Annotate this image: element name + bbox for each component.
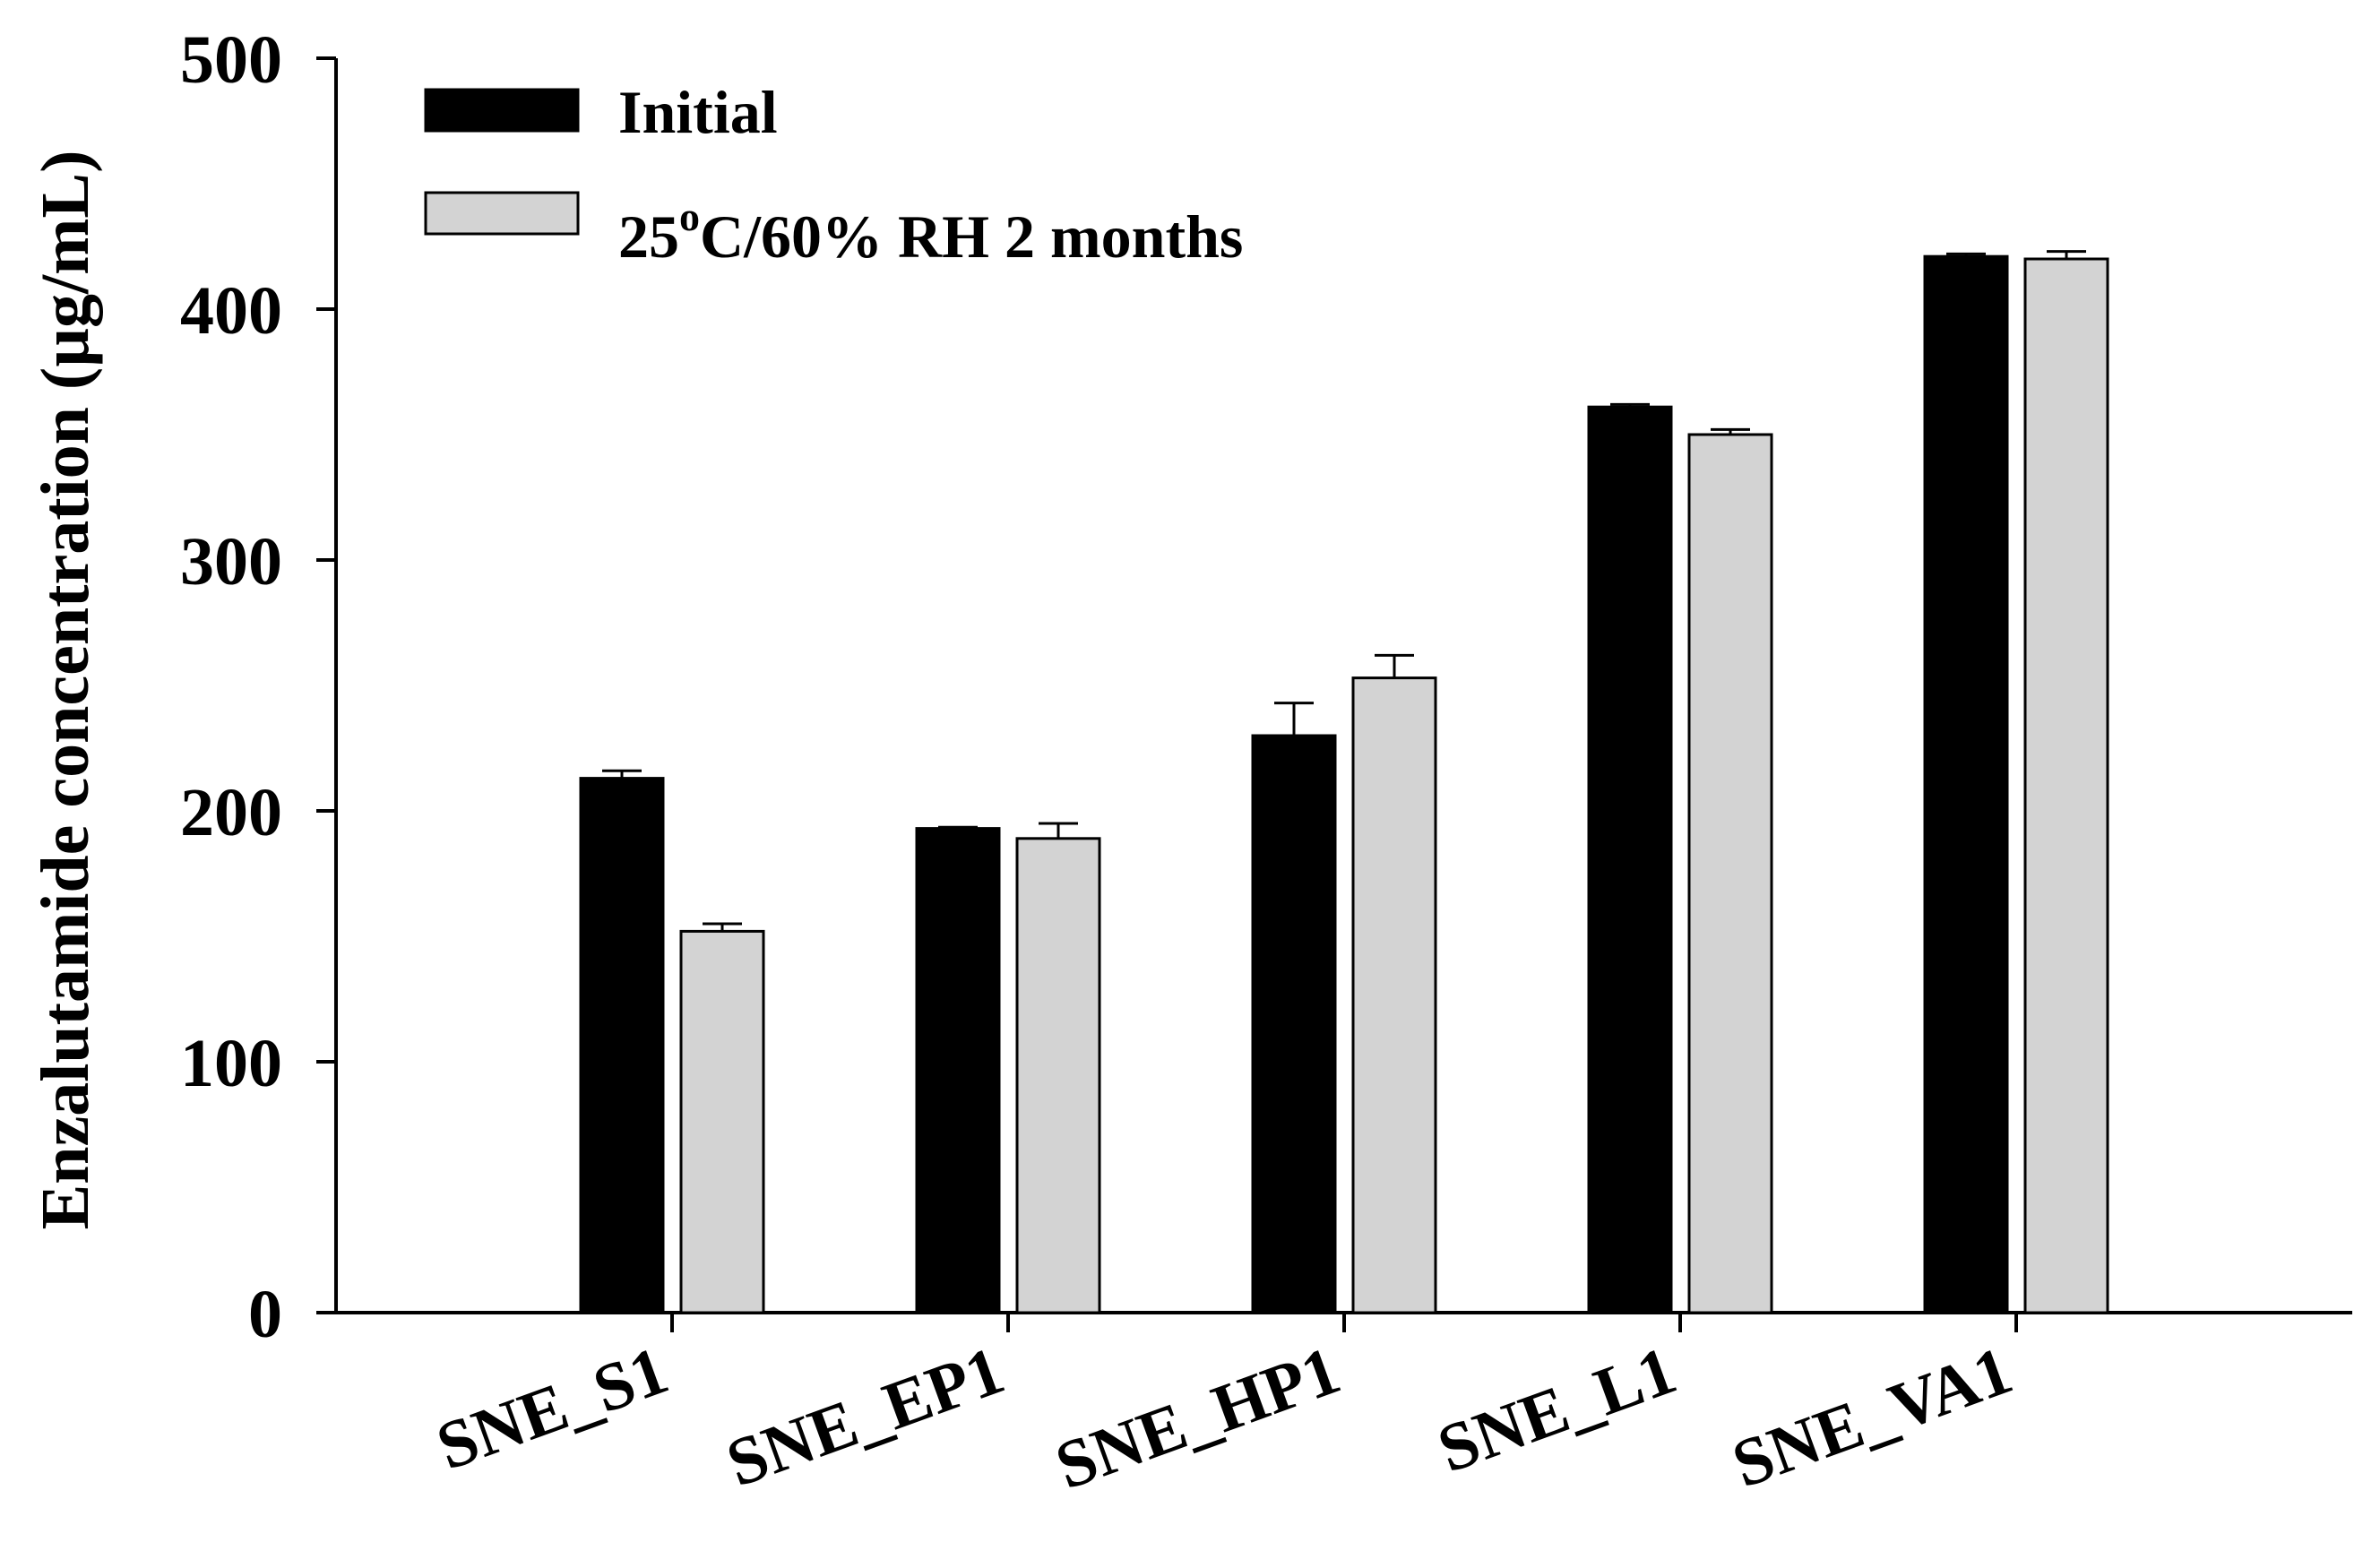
legend-label-stored-base: 25 <box>618 202 679 271</box>
x-category-label: SNE_HP1 <box>1047 1332 1350 1504</box>
legend-label-stored-rest: C/60% RH 2 months <box>700 202 1243 271</box>
bar-initial-sne-ep1 <box>915 827 1001 1314</box>
x-axis-categories: SNE_S1 SNE_EP1 SNE_HP1 SNE_L1 SNE_VA1 <box>427 1313 2022 1504</box>
bar-initial-sne-va1 <box>1923 254 2009 1314</box>
bar-initial-sne-s1 <box>579 777 665 1314</box>
x-category-label: SNE_S1 <box>427 1332 677 1485</box>
bar-stored-sne-va1 <box>2023 257 2109 1314</box>
bar-stored-sne-l1 <box>1687 433 1773 1314</box>
bar-stored-sne-ep1 <box>1015 837 1101 1314</box>
y-tick-label: 300 <box>180 524 282 599</box>
y-tick-label: 400 <box>180 273 282 349</box>
bar-initial-sne-l1 <box>1587 405 1673 1314</box>
bar-stored-sne-s1 <box>679 929 765 1314</box>
legend-label-initial: Initial <box>618 78 778 146</box>
error-bars <box>602 250 2086 932</box>
x-category-label: SNE_L1 <box>1428 1332 1686 1487</box>
legend-swatch-stored <box>424 191 580 236</box>
bar-initial-sne-hp1 <box>1251 734 1337 1314</box>
legend-label-stored-superscript: o <box>679 194 700 239</box>
y-tick-label: 500 <box>180 22 282 98</box>
legend: Initial 25oC/60% RH 2 months <box>424 78 1243 271</box>
y-tick-label: 0 <box>248 1277 282 1352</box>
x-category-label: SNE_VA1 <box>1723 1332 2022 1503</box>
bar-stored-sne-hp1 <box>1351 676 1437 1314</box>
legend-swatch-initial <box>424 88 580 133</box>
y-tick-label: 100 <box>180 1026 282 1101</box>
bars <box>579 254 2109 1314</box>
x-category-label: SNE_EP1 <box>717 1332 1013 1502</box>
y-tick-label: 200 <box>180 775 282 850</box>
y-axis-ticks: 0 100 200 300 400 500 <box>180 22 336 1352</box>
y-axis-title: Enzalutamide concentration (µg/mL) <box>28 151 103 1230</box>
legend-label-stored: 25oC/60% RH 2 months <box>618 194 1243 271</box>
